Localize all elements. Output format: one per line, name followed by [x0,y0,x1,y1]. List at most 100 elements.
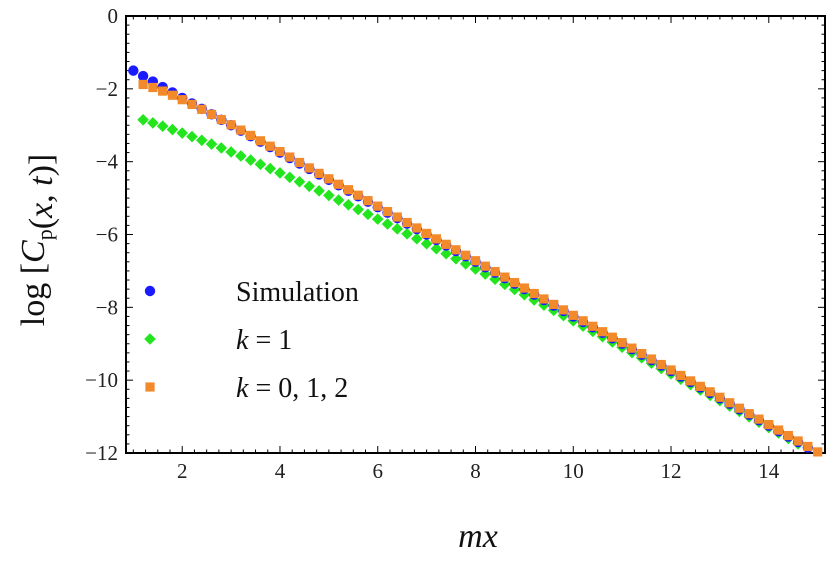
legend-label: Simulation [236,277,359,308]
data-point [666,365,676,375]
svg-text:log [Cp(x, t)]: log [Cp(x, t)] [15,154,60,327]
data-point [568,310,578,320]
x-tick-label: 12 [661,459,682,483]
axis-ticks [126,15,825,454]
data-point [342,198,355,211]
data-point [156,120,169,132]
data-point [265,141,275,151]
data-point [401,227,413,240]
data-point [588,321,598,331]
data-point [420,237,433,250]
data-point [441,239,451,249]
data-point [773,425,784,435]
data-point [352,203,364,216]
data-point [205,138,218,150]
data-point [754,414,764,424]
data-point [450,252,462,265]
data-point [529,288,539,299]
data-point [293,175,306,188]
data-point [158,86,168,96]
data-point [627,343,637,353]
data-point [381,218,394,230]
data-point [197,104,207,114]
data-point [187,99,197,110]
data-point [334,179,344,189]
y-tick-label: −10 [85,368,118,392]
y-tick-label: −8 [96,295,118,319]
data-point [539,294,549,304]
legend-marker [144,285,156,297]
data-point [147,117,159,129]
data-point [480,261,490,271]
y-tick-label: −6 [96,223,118,247]
x-tick-label: 8 [470,459,481,483]
data-point [176,127,189,139]
data-point [519,283,529,293]
legend-label: k = 1 [236,325,292,356]
data-point [137,113,149,126]
data-point [275,147,285,157]
data-point [343,185,354,195]
data-point [695,381,705,391]
data-point [363,196,373,206]
data-point [803,441,813,452]
data-point [549,299,559,310]
plot-frame [125,15,826,454]
data-point [236,125,246,135]
data-point [676,370,686,381]
data-point [167,90,178,100]
data-point [371,213,384,225]
legend-marker [145,382,155,392]
data-point [490,267,500,277]
data-point [244,154,257,166]
legend-entry: k = 0, 1, 2 [145,373,348,404]
data-point [461,250,471,260]
data-point [764,419,774,430]
data-point [303,180,316,193]
data-point [793,436,803,446]
data-point [246,130,256,141]
data-point [254,158,267,171]
data-point [431,234,441,244]
data-point [528,294,540,306]
data-point [283,171,296,184]
data-point [412,223,422,233]
data-point [166,123,179,136]
data-point [362,208,374,221]
data-point [186,130,198,143]
data-point [324,174,334,184]
data-point [705,387,715,397]
data-point [813,447,823,457]
data-point [177,95,187,105]
data-point [353,190,363,200]
data-point [558,305,569,315]
x-tick-label: 6 [372,459,383,483]
legend-marker [144,333,156,345]
data-point [597,327,608,337]
y-tick-label: −4 [96,150,119,174]
data-point [459,258,472,270]
data-point [148,82,158,93]
legend-entry: k = 1 [144,325,292,356]
x-tick-label: 4 [275,459,286,483]
data-point [264,162,276,175]
x-axis-label: mx [458,518,498,555]
y-axis-label: log [Cp(x, t)] [15,154,60,327]
data-point [216,114,226,125]
data-point [656,359,666,370]
data-point [392,212,402,222]
data-point [637,348,647,359]
y-tick-label: 0 [108,4,119,28]
data-point [294,157,305,168]
data-point [744,409,754,419]
legend-entry: Simulation [144,277,359,308]
data-point [451,245,461,255]
data-point [440,247,452,260]
data-point [128,65,139,76]
data-point [470,256,481,266]
data-point [725,398,735,408]
data-point [430,242,443,255]
data-points [128,65,823,457]
data-point [225,146,237,158]
